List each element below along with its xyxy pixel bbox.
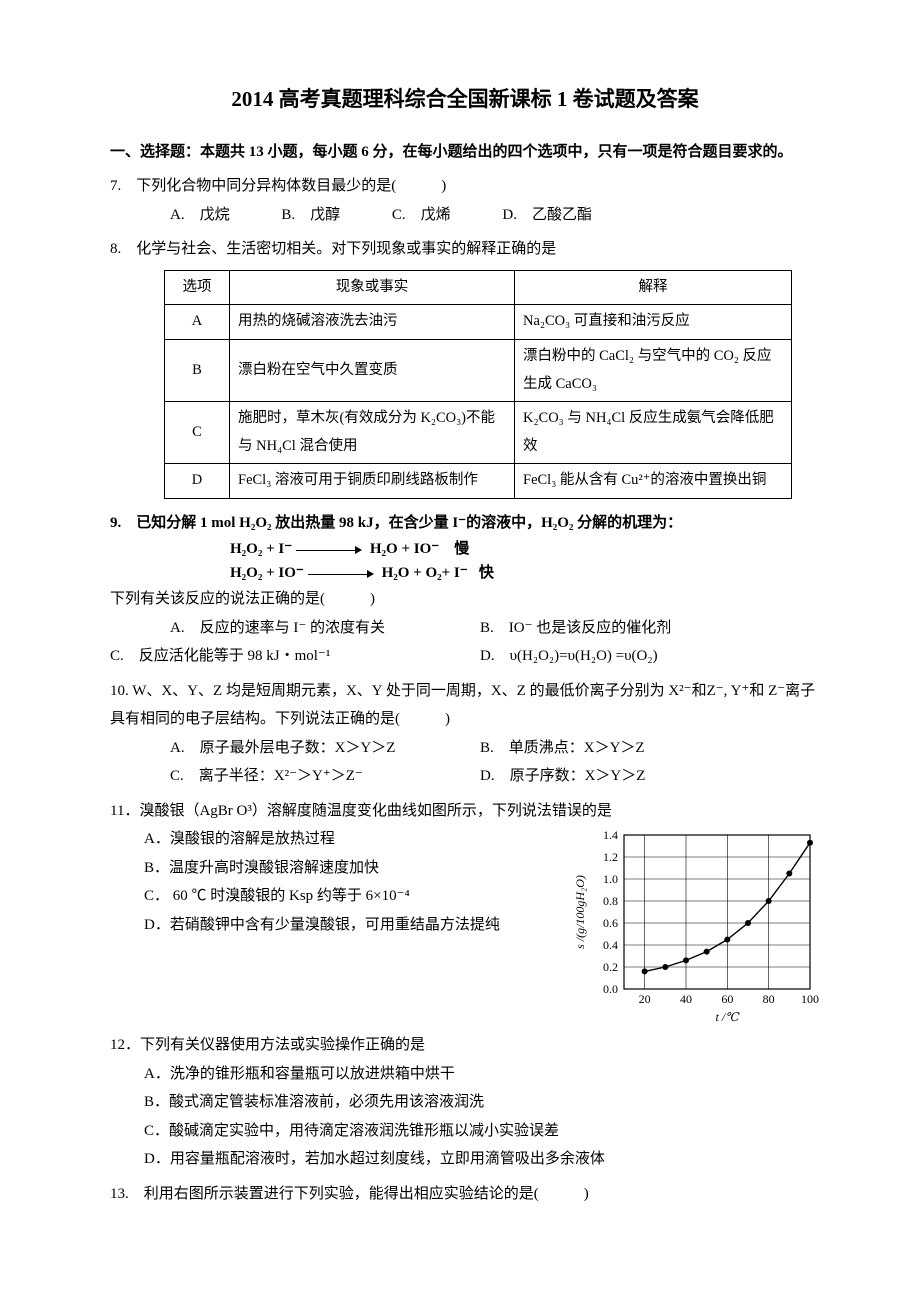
q8-a-e: Na₂CO₃ 可直接和油污反应: [515, 305, 792, 340]
q8-c-p: 施肥时，草木灰(有效成分为 K₂CO₃)不能与 NH₄Cl 混合使用: [230, 402, 515, 464]
svg-text:0.2: 0.2: [603, 960, 618, 974]
question-11: 11．溴酸银（AgBr O³）溶解度随温度变化曲线如图所示，下列说法错误的是 A…: [110, 797, 820, 1026]
svg-text:100: 100: [801, 992, 819, 1006]
q9-m1b: H₂O + IO⁻: [370, 541, 439, 557]
q8-b-o: B: [165, 339, 230, 401]
q11-opt-d: D．若硝酸钾中含有少量溴酸银，可用重结晶方法提纯: [110, 911, 530, 940]
solubility-chart: 0.0 0.2 0.4 0.6 0.8 1.0 1.2 1.4 20 40 60 80 100 t /℃ s…: [570, 825, 820, 1025]
q7-opt-a: A. 戊烷: [170, 201, 230, 230]
q8-h-ex: 解释: [515, 270, 792, 305]
table-row: D FeCl₃ 溶液可用于铜质印刷线路板制作 FeCl₃ 能从含有 Cu²⁺的溶…: [165, 464, 792, 499]
q8-d-p: FeCl₃ 溶液可用于铜质印刷线路板制作: [230, 464, 515, 499]
svg-text:s /(g/100gH₂O): s /(g/100gH₂O): [573, 875, 587, 949]
svg-text:0.6: 0.6: [603, 916, 618, 930]
q8-stem: 8. 化学与社会、生活密切相关。对下列现象或事实的解释正确的是: [110, 235, 820, 264]
q8-c-o: C: [165, 402, 230, 464]
svg-text:0.0: 0.0: [603, 982, 618, 996]
page-title: 2014 高考真题理科综合全国新课标 1 卷试题及答案: [110, 80, 820, 120]
svg-text:80: 80: [763, 992, 775, 1006]
q10-opt-a: A. 原子最外层电子数：X＞Y＞Z: [170, 734, 480, 763]
q9-m1s: 慢: [454, 541, 469, 557]
q7-opt-d: D. 乙酸乙酯: [502, 201, 592, 230]
svg-text:1.2: 1.2: [603, 850, 618, 864]
q8-c-e: K₂CO₃ 与 NH₄Cl 反应生成氨气会降低肥效: [515, 402, 792, 464]
q8-h-opt: 选项: [165, 270, 230, 305]
svg-text:60: 60: [721, 992, 733, 1006]
q8-b-e: 漂白粉中的 CaCl₂ 与空气中的 CO₂ 反应生成 CaCO₃: [515, 339, 792, 401]
question-13: 13. 利用右图所示装置进行下列实验，能得出相应实验结论的是( ): [110, 1180, 820, 1209]
q11-stem: 11．溴酸银（AgBr O³）溶解度随温度变化曲线如图所示，下列说法错误的是: [110, 797, 820, 826]
q8-d-e: FeCl₃ 能从含有 Cu²⁺的溶液中置换出铜: [515, 464, 792, 499]
q10-opt-c: C. 离子半径：X²⁻＞Y⁺＞Z⁻: [170, 762, 480, 791]
q10-stem: 10. W、X、Y、Z 均是短周期元素，X、Y 处于同一周期，X、Z 的最低价离…: [110, 677, 820, 734]
question-12: 12．下列有关仪器使用方法或实验操作正确的是 A．洗净的锥形瓶和容量瓶可以放进烘…: [110, 1031, 820, 1174]
svg-text:1.0: 1.0: [603, 872, 618, 886]
q8-h-ph: 现象或事实: [230, 270, 515, 305]
question-9: 9. 已知分解 1 mol H₂O₂ 放出热量 98 kJ，在含少量 I⁻的溶液…: [110, 509, 820, 538]
q9-m1a: H₂O₂ + I⁻: [230, 541, 292, 557]
q8-b-p: 漂白粉在空气中久置变质: [230, 339, 515, 401]
q12-opt-d: D．用容量瓶配溶液时，若加水超过刻度线，立即用滴管吸出多余液体: [110, 1145, 820, 1174]
q9-opt-b: B. IO⁻ 也是该反应的催化剂: [480, 614, 790, 643]
table-row: A 用热的烧碱溶液洗去油污 Na₂CO₃ 可直接和油污反应: [165, 305, 792, 340]
q12-opt-a: A．洗净的锥形瓶和容量瓶可以放进烘箱中烘干: [110, 1060, 820, 1089]
q7-opt-b: B. 戊醇: [281, 201, 340, 230]
svg-text:0.8: 0.8: [603, 894, 618, 908]
q11-opt-a: A．溴酸银的溶解是放热过程: [110, 825, 530, 854]
q12-opt-c: C．酸碱滴定实验中，用待滴定溶液润洗锥形瓶以减小实验误差: [110, 1117, 820, 1146]
q10-opt-b: B. 单质沸点：X＞Y＞Z: [480, 734, 790, 763]
q11-graph: 0.0 0.2 0.4 0.6 0.8 1.0 1.2 1.4 20 40 60 80 100 t /℃ s…: [570, 825, 820, 1025]
q9-m2b: H₂O + O₂+ I⁻: [382, 565, 468, 581]
q9-substem: 下列有关该反应的说法正确的是( ): [110, 585, 820, 614]
q7-stem: 7. 下列化合物中同分异构体数目最少的是( ): [110, 172, 820, 201]
svg-text:1.4: 1.4: [603, 828, 618, 842]
q8-a-o: A: [165, 305, 230, 340]
section-1-head: 一、选择题：本题共 13 小题，每小题 6 分，在每小题给出的四个选项中，只有一…: [110, 138, 820, 167]
svg-text:40: 40: [680, 992, 692, 1006]
svg-text:0.4: 0.4: [603, 938, 618, 952]
arrow-icon: [308, 569, 374, 579]
q9-opt-a: A. 反应的速率与 I⁻ 的浓度有关: [170, 614, 480, 643]
q12-stem: 12．下列有关仪器使用方法或实验操作正确的是: [110, 1031, 820, 1060]
question-10: 10. W、X、Y、Z 均是短周期元素，X、Y 处于同一周期，X、Z 的最低价离…: [110, 677, 820, 791]
q8-d-o: D: [165, 464, 230, 499]
q8-table: 选项 现象或事实 解释 A 用热的烧碱溶液洗去油污 Na₂CO₃ 可直接和油污反…: [164, 270, 792, 499]
table-row: B 漂白粉在空气中久置变质 漂白粉中的 CaCl₂ 与空气中的 CO₂ 反应生成…: [165, 339, 792, 401]
arrow-icon: [296, 545, 362, 555]
svg-text:20: 20: [639, 992, 651, 1006]
q9-m2s: 快: [479, 565, 494, 581]
question-8: 8. 化学与社会、生活密切相关。对下列现象或事实的解释正确的是 选项 现象或事实…: [110, 235, 820, 498]
q11-opt-c: C． 60 ℃ 时溴酸银的 Ksp 约等于 6×10⁻⁴: [110, 882, 530, 911]
q10-opt-d: D. 原子序数：X＞Y＞Z: [480, 762, 790, 791]
q7-opt-c: C. 戊烯: [392, 201, 451, 230]
q12-opt-b: B．酸式滴定管装标准溶液前，必须先用该溶液润洗: [110, 1088, 820, 1117]
q9-mechanism: H₂O₂ + I⁻ H₂O + IO⁻ 慢 H₂O₂ + IO⁻ H₂O + O…: [110, 537, 820, 585]
q9-opt-c: C. 反应活化能等于 98 kJ・mol⁻¹: [110, 642, 480, 671]
table-row: C 施肥时，草木灰(有效成分为 K₂CO₃)不能与 NH₄Cl 混合使用 K₂C…: [165, 402, 792, 464]
q13-stem: 13. 利用右图所示装置进行下列实验，能得出相应实验结论的是( ): [110, 1180, 820, 1209]
q11-opt-b: B．温度升高时溴酸银溶解速度加快: [110, 854, 530, 883]
q9-stem: 9. 已知分解 1 mol H₂O₂ 放出热量 98 kJ，在含少量 I⁻的溶液…: [110, 509, 820, 538]
svg-text:t /℃: t /℃: [715, 1010, 740, 1024]
question-7: 7. 下列化合物中同分异构体数目最少的是( ) A. 戊烷 B. 戊醇 C. 戊…: [110, 172, 820, 229]
q9-m2a: H₂O₂ + IO⁻: [230, 565, 304, 581]
q8-a-p: 用热的烧碱溶液洗去油污: [230, 305, 515, 340]
q9-opt-d: D. υ(H₂O₂)=υ(H₂O) =υ(O₂): [480, 642, 658, 671]
